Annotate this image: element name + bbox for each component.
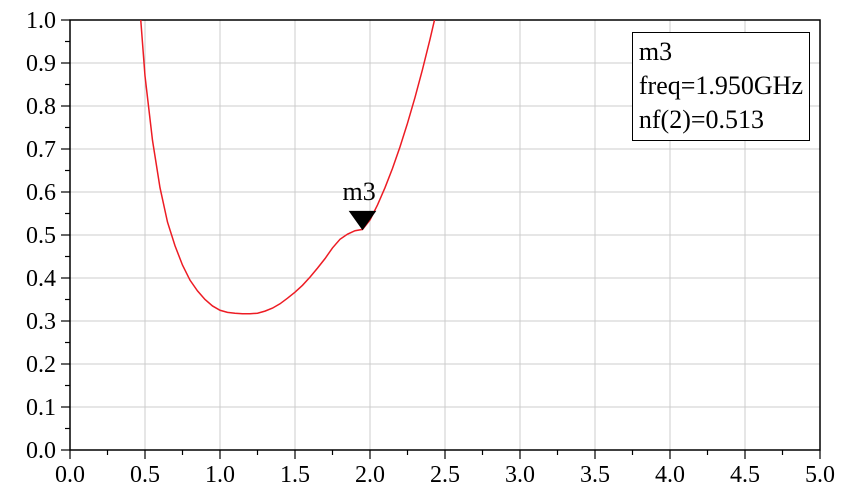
marker-readout-box: m3 freq=1.950GHz nf(2)=0.513 xyxy=(632,32,810,141)
x-tick-label: 4.5 xyxy=(730,462,760,488)
y-tick-label: 0.3 xyxy=(26,309,56,335)
y-tick-label: 0.8 xyxy=(26,94,56,120)
y-tick-label: 0.9 xyxy=(26,51,56,77)
y-tick-label: 0.4 xyxy=(26,266,56,292)
x-tick-label: 2.5 xyxy=(430,462,460,488)
y-tick-label: 0.7 xyxy=(26,137,56,163)
y-tick-label: 0.2 xyxy=(26,352,56,378)
x-tick-label: 3.5 xyxy=(580,462,610,488)
x-tick-label: 4.0 xyxy=(655,462,685,488)
x-tick-label: 0.0 xyxy=(55,462,85,488)
y-tick-label: 0.1 xyxy=(26,395,56,421)
legend-line-2: freq=1.950GHz xyxy=(639,69,803,103)
x-tick-label: 5.0 xyxy=(805,462,835,488)
marker-label: m3 xyxy=(343,177,376,207)
x-tick-label: 3.0 xyxy=(505,462,535,488)
x-tick-label: 1.0 xyxy=(205,462,235,488)
x-tick-label: 0.5 xyxy=(130,462,160,488)
legend-line-1: m3 xyxy=(639,35,803,69)
x-tick-label: 2.0 xyxy=(355,462,385,488)
y-tick-label: 0.0 xyxy=(26,438,56,464)
y-tick-label: 0.6 xyxy=(26,180,56,206)
x-tick-label: 1.5 xyxy=(280,462,310,488)
legend-line-3: nf(2)=0.513 xyxy=(639,103,803,137)
y-tick-label: 1.0 xyxy=(26,8,56,34)
y-tick-label: 0.5 xyxy=(26,223,56,249)
